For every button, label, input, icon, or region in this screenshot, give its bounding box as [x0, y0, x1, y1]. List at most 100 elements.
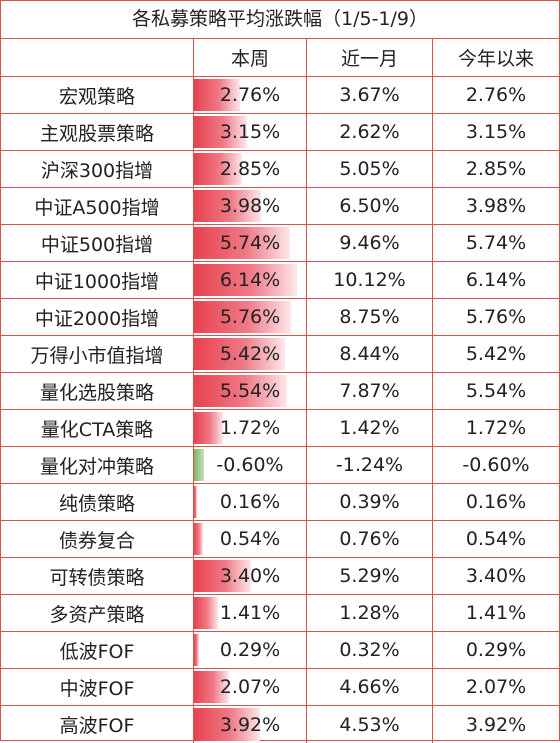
week-cell: 1.41% [194, 595, 307, 631]
ytd-value: 2.85% [465, 158, 527, 180]
week-value: 2.07% [219, 676, 281, 698]
month-value: 9.46% [307, 225, 433, 261]
data-bar [194, 153, 242, 185]
week-value: 5.76% [219, 306, 281, 328]
data-bar [194, 412, 223, 444]
strategy-name: 中证2000指增 [1, 299, 194, 335]
strategy-name: 债券复合 [1, 521, 194, 557]
ytd-value: 3.40% [465, 565, 527, 587]
week-value: 5.42% [219, 343, 281, 365]
month-value: 5.29% [307, 558, 433, 594]
month-value: 4.53% [307, 706, 433, 743]
week-cell: 2.76% [194, 77, 307, 113]
month-value: 1.28% [307, 595, 433, 631]
strategy-name: 万得小市值指增 [1, 336, 194, 372]
week-value: 5.54% [219, 380, 281, 402]
month-value: 7.87% [307, 373, 433, 409]
data-bar [194, 227, 291, 259]
week-value: 5.74% [219, 232, 281, 254]
ytd-value: 5.76% [465, 306, 527, 328]
table-row: 量化对冲策略 -0.60% -1.24% -0.60% [1, 447, 559, 484]
month-value: 2.62% [307, 114, 433, 150]
header-ytd: 今年以来 [457, 48, 534, 70]
week-cell: -0.60% [194, 447, 307, 483]
week-cell: 5.76% [194, 299, 307, 335]
ytd-value: 1.72% [465, 417, 527, 439]
table-row: 中证A500指增 3.98% 6.50% 3.98% [1, 188, 559, 225]
table-row: 中证500指增 5.74% 9.46% 5.74% [1, 225, 559, 262]
table-row: 万得小市值指增 5.42% 8.44% 5.42% [1, 336, 559, 373]
month-value: 4.66% [307, 669, 433, 705]
strategy-name: 多资产策略 [1, 595, 194, 631]
month-value: 8.44% [307, 336, 433, 372]
ytd-value: -0.60% [462, 454, 530, 476]
strategy-name: 宏观策略 [1, 77, 194, 113]
month-value: 6.50% [307, 188, 433, 224]
strategy-name: 可转债策略 [1, 558, 194, 594]
week-cell: 1.72% [194, 410, 307, 446]
table-body: 宏观策略 2.76% 3.67% 2.76% 主观股票策略 3.15% 2.62% 3.15%… [1, 77, 559, 743]
data-bar [194, 79, 241, 111]
table-row: 多资产策略 1.41% 1.28% 1.41% [1, 595, 559, 632]
data-bar [194, 264, 297, 296]
month-value: 0.32% [307, 632, 433, 668]
strategy-name: 量化选股策略 [1, 373, 194, 409]
table-row: 高波FOF 3.92% 4.53% 3.92% [1, 706, 559, 743]
header-month: 近一月 [307, 39, 433, 76]
month-value: 0.76% [307, 521, 433, 557]
strategy-name: 纯债策略 [1, 484, 194, 520]
week-value: 0.29% [219, 639, 281, 661]
data-bar [194, 560, 251, 592]
week-cell: 2.85% [194, 151, 307, 187]
ytd-value: 0.16% [465, 491, 527, 513]
strategy-name: 沪深300指增 [1, 151, 194, 187]
ytd-value: 3.92% [465, 713, 527, 736]
header-row: 本周 近一月 今年以来 [1, 39, 559, 77]
strategy-name: 量化对冲策略 [1, 447, 194, 483]
week-value: -0.60% [216, 454, 284, 476]
table-row: 中波FOF 2.07% 4.66% 2.07% [1, 669, 559, 706]
week-value: 3.92% [219, 713, 281, 736]
strategy-name: 量化CTA策略 [1, 410, 194, 446]
month-value: 3.67% [307, 77, 433, 113]
week-cell: 3.92% [194, 706, 307, 743]
strategy-name: 中证A500指增 [1, 188, 194, 224]
data-bar [194, 671, 229, 703]
data-bar [194, 523, 204, 555]
data-bar [194, 634, 199, 666]
ytd-value: 2.76% [465, 84, 527, 106]
data-bar [194, 597, 218, 629]
week-value: 3.15% [219, 121, 281, 143]
table-title: 各私募策略平均涨跌幅（1/5-1/9） [1, 1, 559, 39]
week-value: 1.72% [219, 417, 281, 439]
strategy-name: 中证500指增 [1, 225, 194, 261]
data-bar [194, 190, 261, 222]
ytd-value: 0.54% [465, 528, 527, 550]
data-bar [194, 449, 205, 481]
strategy-name: 低波FOF [1, 632, 194, 668]
ytd-value: 5.42% [465, 343, 527, 365]
strategy-name: 中证1000指增 [1, 262, 194, 298]
week-value: 3.40% [219, 565, 281, 587]
month-value: 5.05% [307, 151, 433, 187]
week-cell: 2.07% [194, 669, 307, 705]
table-row: 量化CTA策略 1.72% 1.42% 1.72% [1, 410, 559, 447]
table-row: 低波FOF 0.29% 0.32% 0.29% [1, 632, 559, 669]
table-row: 纯债策略 0.16% 0.39% 0.16% [1, 484, 559, 521]
month-value: 10.12% [307, 262, 433, 298]
ytd-value: 1.41% [465, 602, 527, 624]
week-cell: 3.98% [194, 188, 307, 224]
week-cell: 3.40% [194, 558, 307, 594]
header-strategy [1, 39, 194, 76]
strategy-name: 高波FOF [1, 706, 194, 743]
data-bar [194, 486, 197, 518]
week-cell: 5.74% [194, 225, 307, 261]
ytd-value: 2.07% [465, 676, 527, 698]
ytd-value: 6.14% [465, 269, 527, 291]
table-row: 主观股票策略 3.15% 2.62% 3.15% [1, 114, 559, 151]
table-row: 宏观策略 2.76% 3.67% 2.76% [1, 77, 559, 114]
data-bar [194, 116, 247, 148]
header-week: 本周 [194, 39, 307, 76]
week-cell: 5.42% [194, 336, 307, 372]
ytd-value: 0.29% [465, 639, 527, 661]
